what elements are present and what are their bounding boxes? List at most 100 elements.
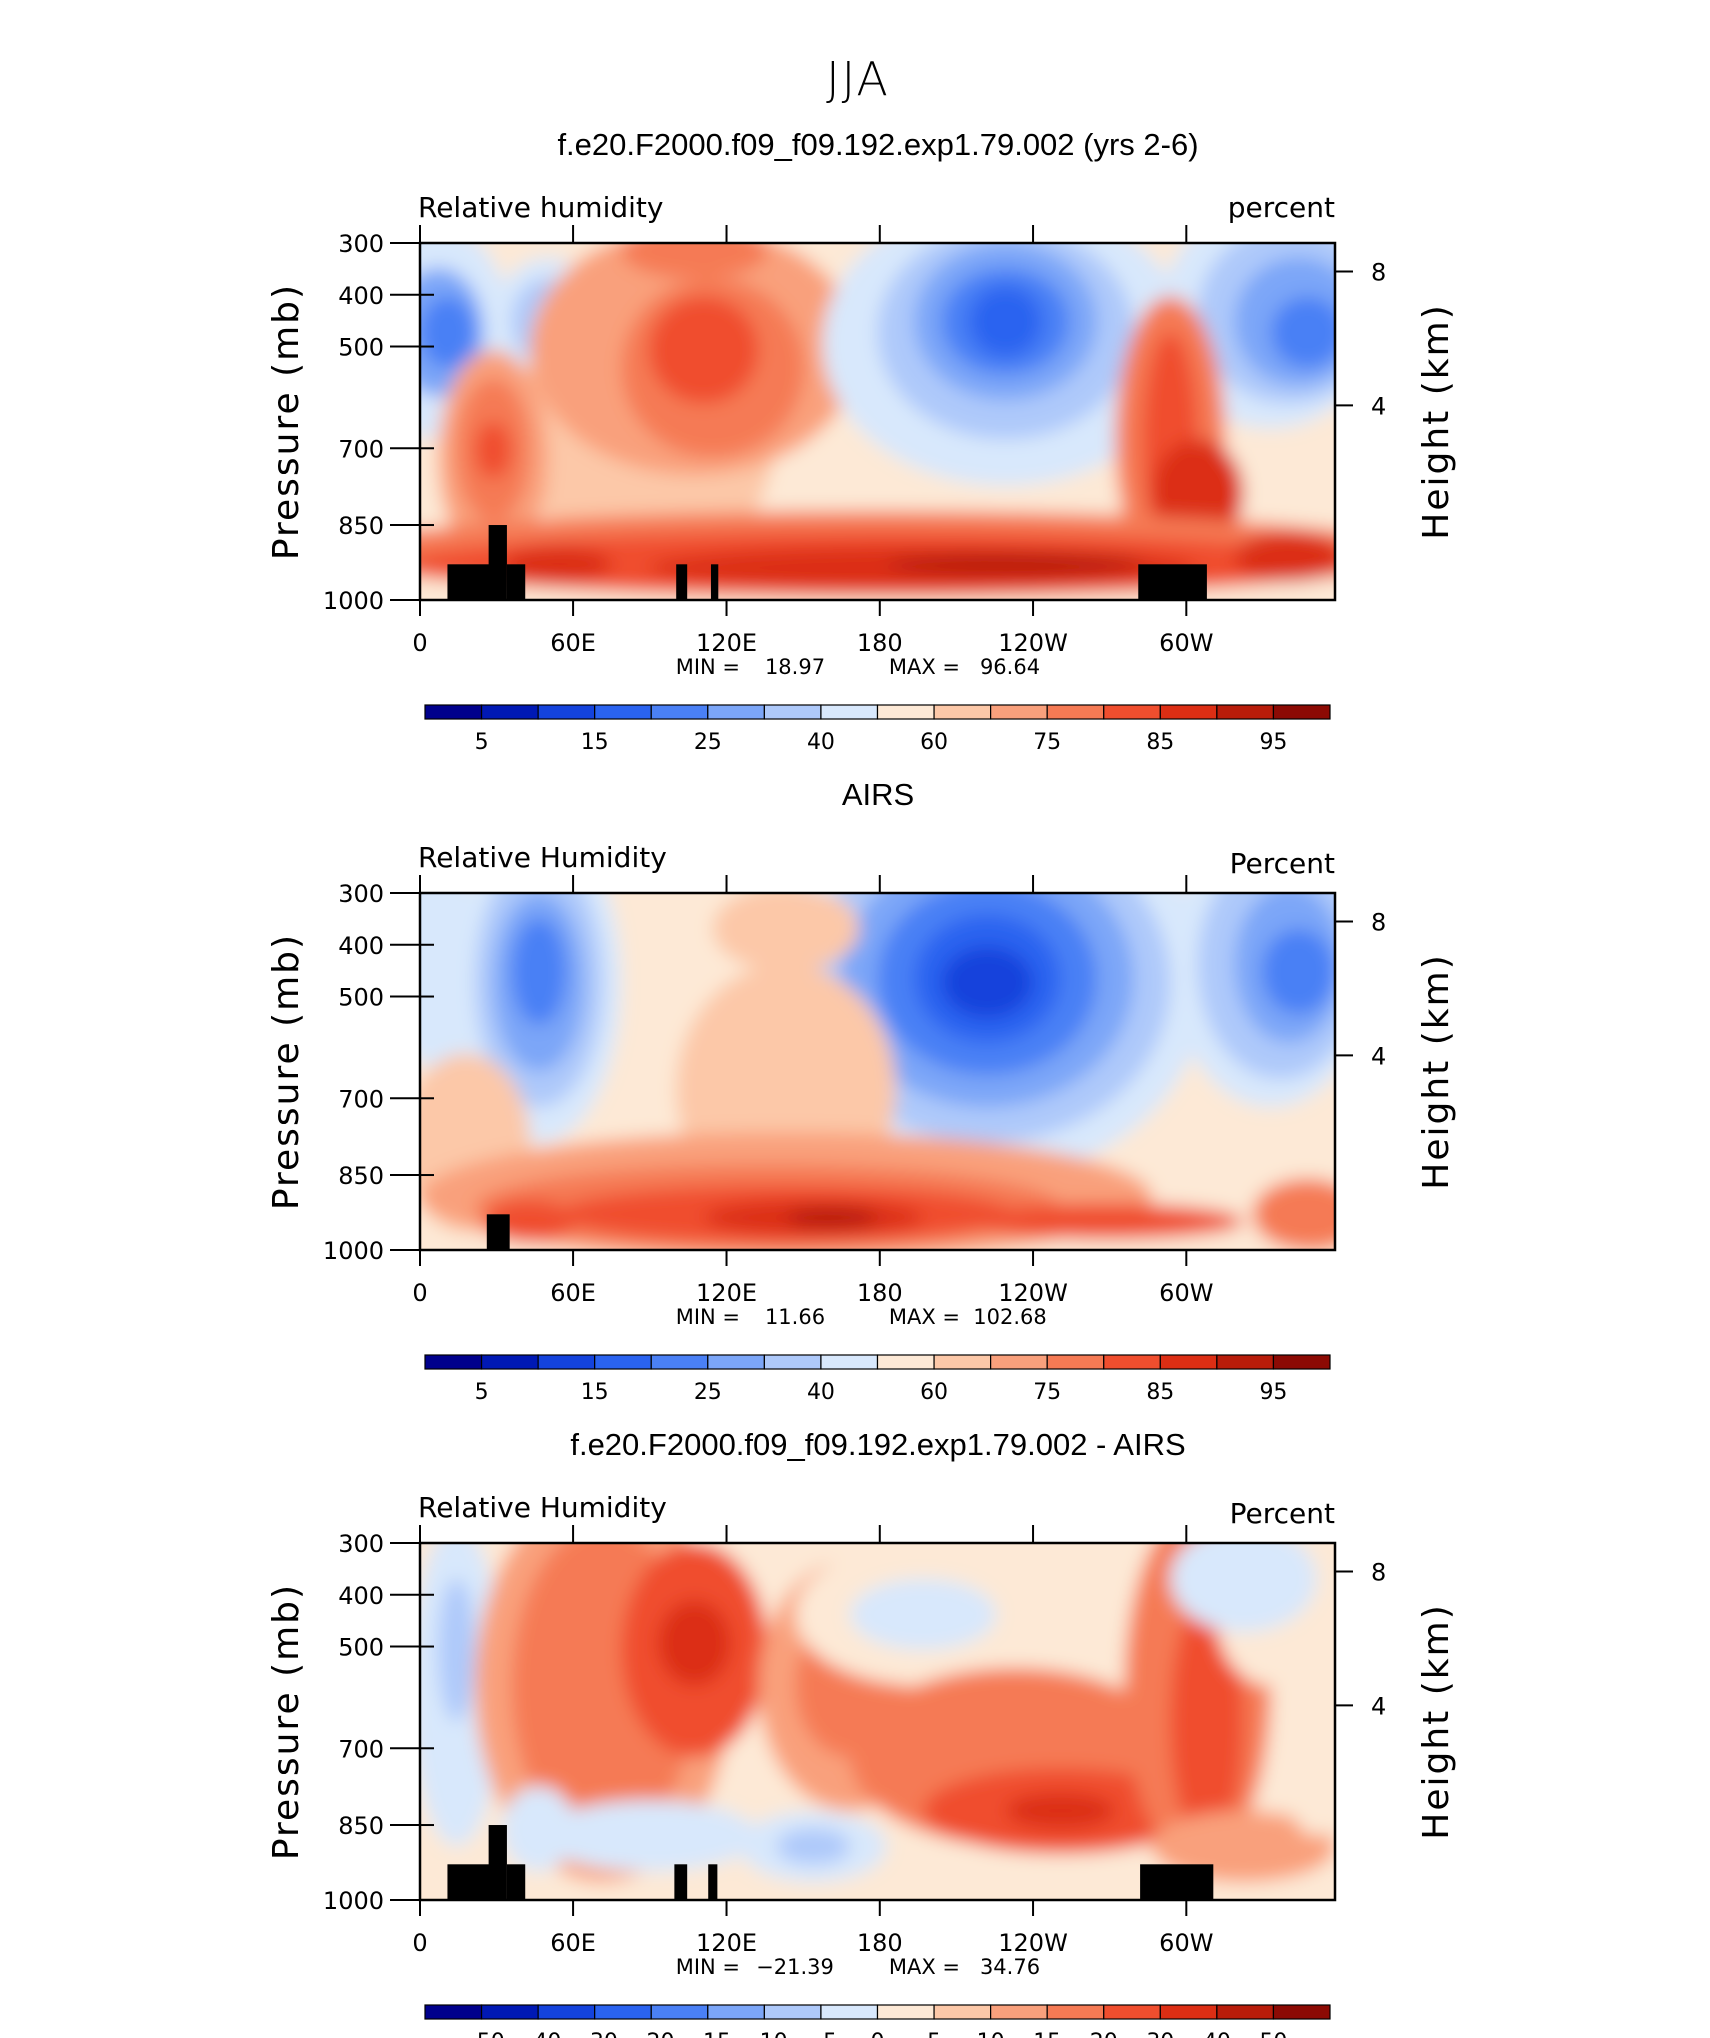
colorbar-label: 50 bbox=[1259, 2030, 1287, 2038]
x-tick-label: 120W bbox=[998, 1279, 1068, 1307]
colorbar-swatch bbox=[1046, 1354, 1105, 1370]
x-tick-label: 60E bbox=[550, 1929, 596, 1957]
y-tick-label: 500 bbox=[338, 334, 384, 362]
x-tick-label: 60W bbox=[1159, 1279, 1213, 1307]
y-axis-label: Pressure (mb) bbox=[266, 1583, 307, 1860]
x-tick-label: 60E bbox=[550, 1279, 596, 1307]
contour-region bbox=[1270, 296, 1335, 368]
colorbar-label: 95 bbox=[1259, 730, 1287, 755]
max-value: 96.64 bbox=[980, 655, 1040, 679]
terrain-mask bbox=[1138, 564, 1207, 600]
colorbar-label: −50 bbox=[458, 2030, 504, 2038]
contour-region bbox=[941, 946, 1034, 1018]
y-tick-label: 500 bbox=[338, 984, 384, 1012]
colorbar-swatch bbox=[1103, 1354, 1161, 1370]
contour-region bbox=[420, 296, 475, 368]
y-tick-label: 1000 bbox=[323, 587, 384, 615]
max-label: MAX = bbox=[889, 1305, 960, 1329]
y-tick-label: 500 bbox=[338, 1634, 384, 1662]
colorbar-swatch bbox=[820, 1354, 879, 1370]
colorbar-swatch bbox=[1159, 704, 1218, 720]
colorbar-label: 0 bbox=[871, 2030, 885, 2038]
x-tick-label: 180 bbox=[857, 1279, 903, 1307]
contour-region bbox=[538, 1800, 759, 1872]
colorbar-swatch bbox=[707, 1354, 765, 1370]
variable-label: Relative Humidity bbox=[418, 841, 667, 874]
figure-title: JJA bbox=[826, 52, 890, 106]
colorbar-swatch bbox=[1103, 704, 1161, 720]
colorbar-label: −20 bbox=[628, 2030, 674, 2038]
colorbar-swatch bbox=[537, 704, 596, 720]
contour-region bbox=[969, 1203, 1244, 1240]
units-label: Percent bbox=[1230, 847, 1335, 880]
y-tick-label: 400 bbox=[338, 932, 384, 960]
terrain-mask bbox=[447, 1864, 494, 1900]
field-blobs bbox=[420, 243, 1335, 600]
contour-field bbox=[420, 243, 1335, 600]
panel-title: f.e20.F2000.f09_f09.192.exp1.79.002 (yrs… bbox=[557, 127, 1198, 162]
colorbar-swatch bbox=[537, 2004, 596, 2020]
max-value: 34.76 bbox=[980, 1955, 1040, 1979]
colorbar-label: 5 bbox=[475, 1380, 489, 1405]
y-right-axis-label: Height (km) bbox=[1416, 303, 1457, 539]
x-tick-label: 180 bbox=[857, 1929, 903, 1957]
y-tick-label: 700 bbox=[338, 1735, 384, 1763]
min-max-stats: MIN = 18.97 MAX = 96.64 bbox=[676, 655, 1040, 679]
terrain-mask bbox=[710, 564, 719, 600]
terrain-mask bbox=[506, 1864, 526, 1900]
contour-region bbox=[502, 1785, 576, 1872]
x-tick-label: 120E bbox=[696, 1929, 757, 1957]
colorbar-label: 30 bbox=[1146, 2030, 1174, 2038]
colorbar-swatch bbox=[480, 1354, 539, 1370]
colorbar-swatch bbox=[594, 2004, 652, 2020]
contour-region bbox=[969, 285, 1043, 358]
contour-region bbox=[438, 1578, 475, 1722]
colorbar-label: 60 bbox=[920, 1380, 948, 1405]
colorbar: 5 15 25 40 60 75 85 95 bbox=[424, 1354, 1331, 1405]
colorbar-swatch bbox=[763, 704, 822, 720]
contour-region bbox=[1170, 1596, 1244, 1847]
colorbar-swatch bbox=[594, 704, 652, 720]
terrain-mask bbox=[676, 564, 688, 600]
colorbar-swatch bbox=[1216, 704, 1275, 720]
y-tick-label: 850 bbox=[338, 1812, 384, 1840]
colorbar-label: 40 bbox=[807, 1380, 835, 1405]
y-tick-label: 1000 bbox=[323, 1887, 384, 1915]
min-label: MIN = bbox=[676, 1955, 740, 1979]
contour-region bbox=[1252, 1178, 1335, 1250]
colorbar-label: 15 bbox=[581, 1380, 609, 1405]
x-tick-label: 120W bbox=[998, 629, 1068, 657]
min-value: 18.97 bbox=[765, 655, 825, 679]
colorbar-label: 40 bbox=[1203, 2030, 1231, 2038]
min-value: 11.66 bbox=[765, 1305, 825, 1329]
colorbar-label: −5 bbox=[805, 2030, 837, 2038]
y-right-tick-label: 4 bbox=[1371, 1692, 1386, 1720]
colorbar-swatch bbox=[933, 2004, 992, 2020]
colorbar-swatch bbox=[650, 1354, 709, 1370]
colorbar-swatch bbox=[594, 1354, 652, 1370]
colorbar-swatch bbox=[876, 1354, 935, 1370]
contour-region bbox=[621, 243, 768, 279]
y-tick-label: 400 bbox=[338, 282, 384, 310]
colorbar-swatch bbox=[1216, 2004, 1275, 2020]
colorbar-label: 75 bbox=[1033, 730, 1061, 755]
y-axis-label: Pressure (mb) bbox=[266, 283, 307, 560]
colorbar-swatch bbox=[650, 704, 709, 720]
colorbar-label: 5 bbox=[927, 2030, 941, 2038]
max-label: MAX = bbox=[889, 655, 960, 679]
terrain-mask bbox=[488, 525, 507, 600]
contour-region bbox=[502, 546, 613, 583]
y-tick-label: 850 bbox=[338, 512, 384, 540]
contour-region bbox=[1170, 1543, 1317, 1633]
y-right-tick-label: 8 bbox=[1371, 259, 1386, 287]
x-tick-label: 60E bbox=[550, 629, 596, 657]
colorbar-swatch bbox=[707, 704, 765, 720]
colorbar-swatch bbox=[424, 1354, 483, 1370]
contour-field bbox=[420, 1543, 1335, 1900]
y-tick-label: 300 bbox=[338, 880, 384, 908]
x-tick-label: 0 bbox=[412, 1929, 427, 1957]
contour-region bbox=[648, 296, 759, 404]
colorbar-swatch bbox=[876, 704, 935, 720]
colorbar-label: 85 bbox=[1146, 1380, 1174, 1405]
